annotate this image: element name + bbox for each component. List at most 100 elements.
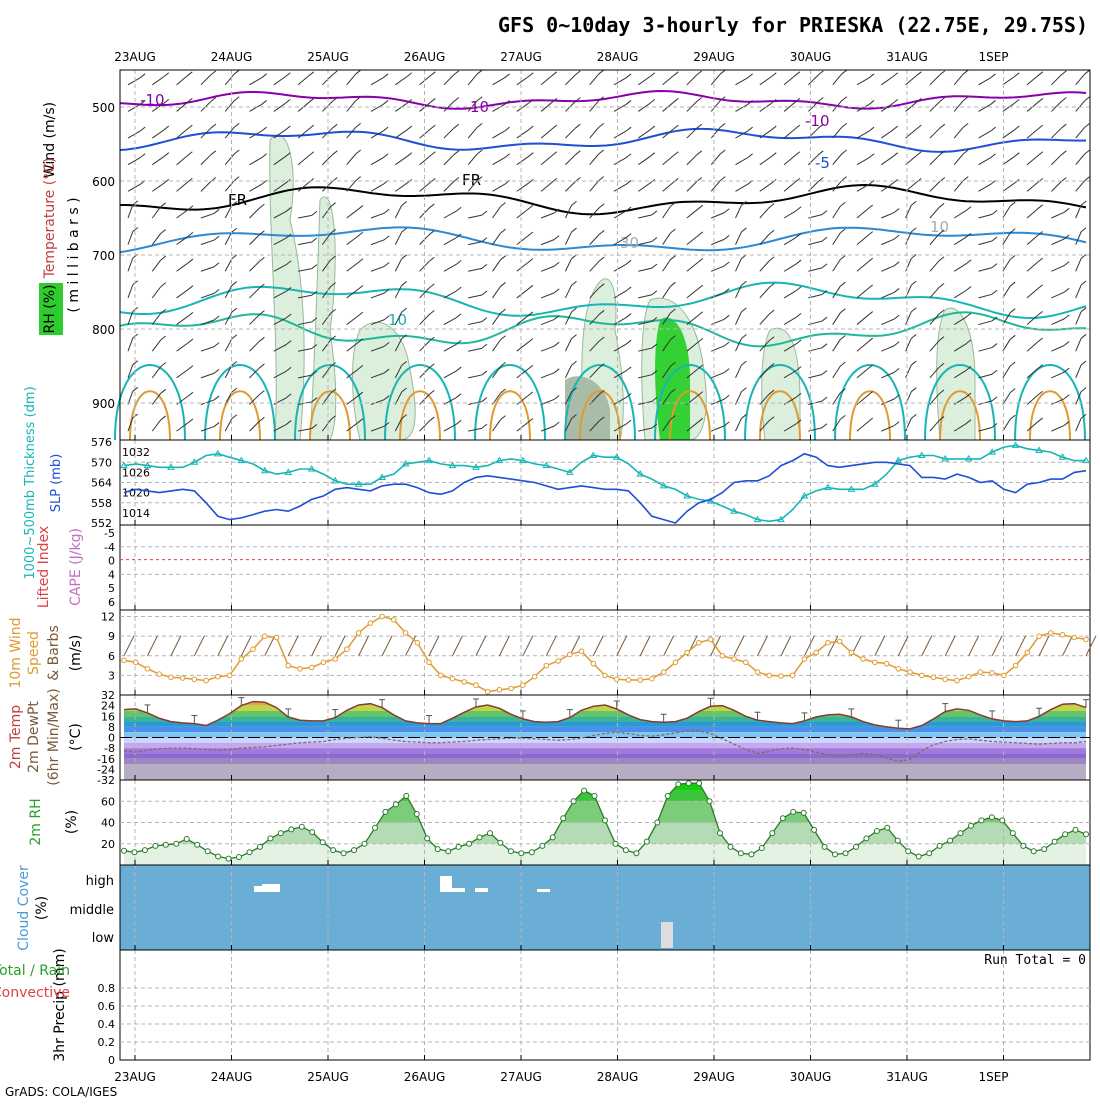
rh2m-point: [885, 825, 890, 830]
wind-barb-feather: [795, 72, 800, 76]
wind-barb: [1051, 102, 1061, 112]
wind-barb-feather: [796, 340, 801, 344]
rh2m-point: [958, 831, 963, 836]
wind-barb: [614, 184, 626, 191]
wind-barb-feather: [259, 337, 264, 341]
wind-barb: [152, 260, 160, 271]
wind-barb: [371, 158, 383, 165]
wind-barb: [687, 75, 697, 85]
wind-speed-point: [755, 670, 760, 675]
wind-barb-feather: [868, 338, 873, 342]
wind-barb-feather: [1038, 72, 1043, 76]
wind-barb-feather: [232, 228, 237, 232]
wind-barb-feather: [430, 178, 435, 182]
wind-barb: [1076, 154, 1085, 165]
wind-barb-feather: [477, 123, 482, 127]
wind10-barb: [147, 636, 157, 656]
wind-barb-feather: [796, 260, 801, 264]
millibars-axis-label: ( m i l l i b a r s ): [66, 197, 82, 312]
wind10-barb: [406, 636, 416, 656]
wind-barb: [590, 101, 599, 112]
wind-barb-feather: [482, 291, 487, 295]
wind-barb: [201, 427, 214, 432]
wind-barb: [152, 287, 160, 298]
wind-barb-feather: [1064, 208, 1069, 212]
wind-speed-point: [204, 678, 209, 683]
temp-contour-minus-10: [120, 129, 1086, 152]
rh2m-point: [184, 837, 189, 842]
rh2m-point: [163, 842, 168, 847]
wind-barb-feather: [234, 177, 239, 181]
wind-barb: [906, 365, 912, 378]
wind-barb: [152, 313, 160, 324]
wind-barb: [565, 285, 571, 298]
wind-speed-point: [274, 635, 279, 640]
wind-barb: [371, 293, 384, 298]
wind-barb: [493, 131, 505, 138]
cloud-high-bar: [440, 876, 452, 892]
wind-barb: [152, 367, 160, 378]
wind-barb-feather: [916, 125, 921, 129]
wind-barb: [736, 158, 748, 165]
wind-barb-feather: [384, 236, 389, 240]
wind-barb-feather: [528, 126, 533, 130]
wind-barb-feather: [840, 202, 845, 206]
rh2m-point: [916, 854, 921, 859]
wind-barb: [906, 312, 912, 325]
wind-barb-feather: [1010, 389, 1015, 393]
wind-barb: [250, 78, 262, 85]
wind-speed-point: [568, 652, 573, 657]
rh2m-tick-label: 40: [101, 817, 115, 830]
wind-barb-feather: [188, 286, 193, 290]
wind-barb-feather: [1038, 418, 1043, 422]
wind-barb-feather: [894, 235, 899, 239]
wind-barb-feather: [528, 73, 533, 77]
wind-barb: [177, 76, 188, 85]
wind-barb-feather: [697, 98, 702, 102]
rh2m-point: [467, 841, 472, 846]
wind-barb-feather: [1064, 262, 1069, 266]
wind-barb-feather: [188, 392, 193, 396]
wind-barb-feather: [501, 336, 506, 340]
date-label-bottom: 25AUG: [307, 1070, 349, 1084]
wind-barb: [493, 158, 505, 165]
wind-barb: [687, 289, 698, 298]
wind-barb: [711, 101, 720, 112]
rh2m-point: [603, 818, 608, 823]
wind-barb-feather: [356, 123, 361, 127]
temp-band: [120, 759, 1090, 764]
wind-barb-feather: [356, 177, 361, 181]
wind-barb-feather: [626, 367, 631, 371]
wind-barb: [590, 208, 600, 218]
wind-speed-point: [345, 647, 350, 652]
wind-barb-feather: [769, 257, 774, 261]
rh2m-point: [362, 841, 367, 846]
wind-barb: [347, 263, 358, 271]
wind-barb-feather: [916, 72, 921, 76]
wind-barb: [663, 76, 674, 85]
wind-speed-point: [873, 660, 878, 665]
wind-barb: [663, 260, 671, 272]
wind-barb-feather: [673, 178, 678, 182]
wind-barb-feather: [822, 317, 827, 321]
rh2m-point: [759, 846, 764, 851]
wind-barb-feather: [818, 71, 823, 75]
wind-barb: [517, 157, 528, 165]
temp-contour-loop-warm: [220, 391, 260, 440]
cloud-level-label: high: [86, 874, 114, 889]
wind-barb-feather: [724, 209, 729, 213]
date-label-bottom: 23AUG: [114, 1070, 156, 1084]
wind-speed-point: [626, 678, 631, 683]
wind-barb: [930, 155, 940, 165]
wind-barb-feather: [626, 127, 631, 131]
wind-barb-feather: [572, 335, 577, 339]
wind-barb: [201, 240, 214, 245]
wind-barb-feather: [429, 204, 434, 208]
wind-barb: [833, 233, 841, 245]
wind-barb: [930, 421, 939, 432]
wind-barb-feather: [724, 262, 729, 266]
wind-barb: [590, 261, 600, 271]
wind-barb-feather: [720, 150, 725, 154]
wind-speed-point: [720, 654, 725, 659]
